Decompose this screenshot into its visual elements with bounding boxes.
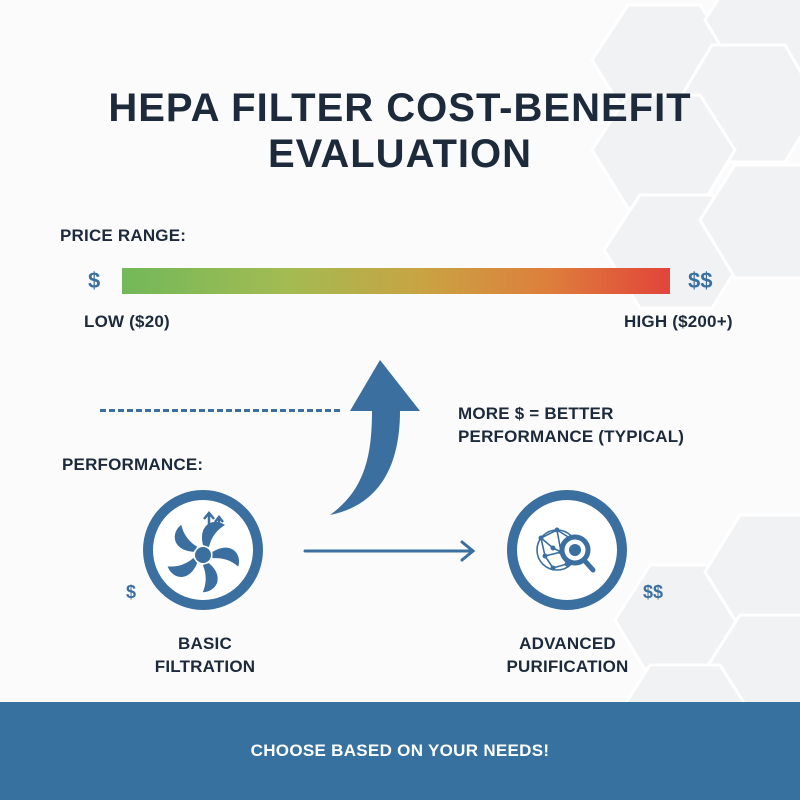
low-price-symbol: $	[88, 268, 101, 293]
high-price-label: HIGH ($200+)	[624, 312, 733, 331]
footer-banner: CHOOSE BASED ON YOUR NEEDS!	[0, 702, 800, 800]
network-magnifier-icon	[536, 527, 596, 573]
basic-filtration-badge	[143, 490, 263, 610]
trend-caption-line-2: PERFORMANCE (TYPICAL)	[458, 427, 685, 446]
advanced-caption-line-1: ADVANCED	[519, 634, 616, 653]
fan-icon	[167, 511, 240, 593]
price-gradient-bar	[122, 268, 670, 294]
right-arrow-icon	[303, 540, 476, 562]
basic-filtration-caption: BASIC FILTRATION	[140, 632, 270, 678]
trend-caption: MORE $ = BETTER PERFORMANCE (TYPICAL)	[458, 402, 684, 448]
footer-text: CHOOSE BASED ON YOUR NEEDS!	[250, 741, 550, 760]
basic-caption-line-1: BASIC	[178, 634, 232, 653]
advanced-purification-badge	[507, 490, 627, 610]
trend-caption-line-1: MORE $ = BETTER	[458, 404, 614, 423]
dashed-divider	[100, 409, 340, 412]
basic-price-symbol: $	[126, 582, 137, 602]
performance-label: PERFORMANCE:	[62, 455, 204, 474]
curved-up-arrow-icon	[330, 360, 420, 515]
page-title-line-1: HEPA FILTER COST-BENEFIT	[108, 86, 692, 130]
basic-caption-line-2: FILTRATION	[154, 657, 256, 676]
page-title-line-2: EVALUATION	[267, 132, 533, 176]
high-price-symbol: $$	[688, 268, 713, 293]
low-price-label: LOW ($20)	[84, 312, 170, 331]
advanced-price-symbol: $$	[643, 582, 664, 602]
advanced-caption-line-2: PURIFICATION	[506, 657, 629, 676]
price-range-label: PRICE RANGE:	[60, 226, 187, 245]
advanced-purification-caption: ADVANCED PURIFICATION	[500, 632, 635, 678]
